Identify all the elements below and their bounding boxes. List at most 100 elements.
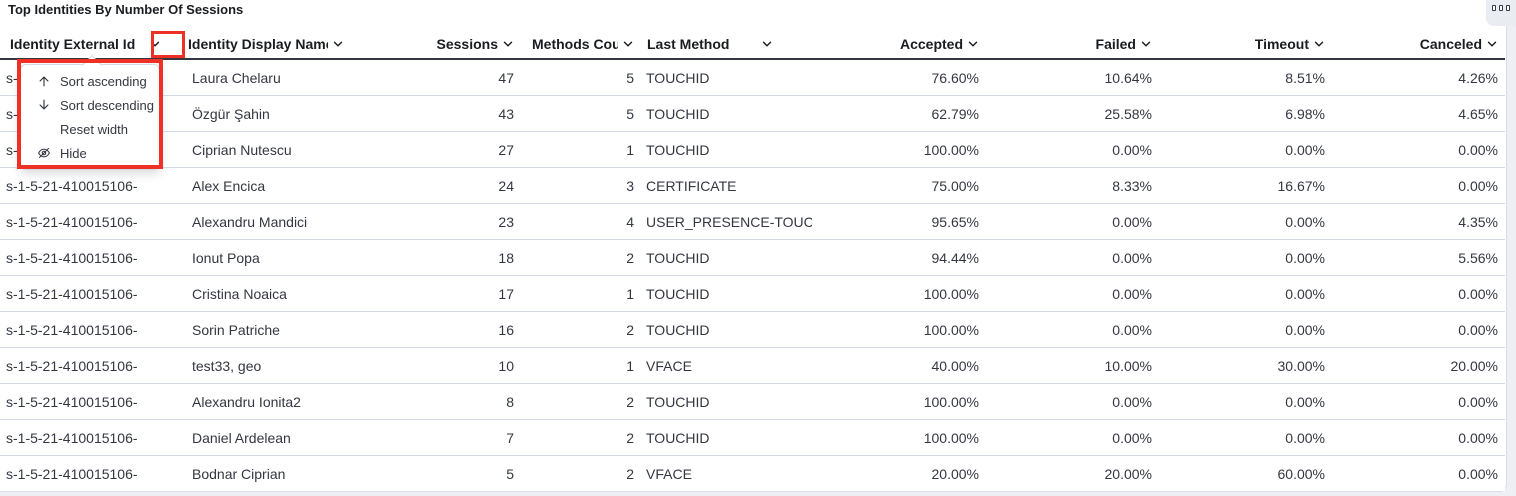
cell-methods_count: 2 [626,321,634,338]
sort-chevron-icon[interactable] [1140,38,1152,50]
cell-sessions: 16 [498,321,514,338]
cell-identity_display_name: Alexandru Ionita2 [192,393,301,410]
cell-last_method: TOUCHID [646,249,710,266]
cell-timeout: 0.00% [1285,285,1325,302]
cell-canceled: 4.26% [1458,69,1498,86]
cell-accepted: 95.65% [931,213,979,230]
cell-failed: 20.00% [1104,465,1152,482]
cell-identity_external_id: s-1-5-21-410015106- [6,429,138,446]
sort-chevron-icon[interactable] [761,38,773,50]
sort-chevron-icon[interactable] [1313,38,1325,50]
cell-identity_external_id: s-1-5-21-410015106- [6,213,138,230]
cell-canceled: 0.00% [1458,321,1498,338]
sort-chevron-icon[interactable] [502,38,514,50]
cell-accepted: 100.00% [923,393,979,410]
cell-failed: 0.00% [1112,213,1152,230]
column-header-identity_display_name[interactable]: Identity Display Name [186,30,370,58]
column-header-label: Sessions [436,36,498,52]
cell-last_method: VFACE [646,465,692,482]
menu-item-label: Hide [60,145,87,161]
cell-failed: 8.33% [1112,177,1152,194]
cell-last_method: TOUCHID [646,321,710,338]
column-header-label: Accepted [899,36,963,52]
cell-canceled: 0.00% [1458,393,1498,410]
cell-sessions: 8 [506,393,514,410]
cell-timeout: 8.51% [1285,69,1325,86]
cell-sessions: 17 [498,285,514,302]
cell-timeout: 6.98% [1285,105,1325,122]
cell-sessions: 47 [498,69,514,86]
column-header-timeout[interactable]: Timeout [1158,30,1331,58]
cell-canceled: 0.00% [1458,465,1498,482]
cell-sessions: 23 [498,213,514,230]
cell-canceled: 20.00% [1450,357,1498,374]
cell-timeout: 0.00% [1285,393,1325,410]
cell-timeout: 0.00% [1285,321,1325,338]
column-header-methods_count[interactable]: Methods Count [520,30,640,58]
cell-methods_count: 1 [626,357,634,374]
cell-sessions: 43 [498,105,514,122]
column-header-label: Identity Display Name [188,36,328,52]
cell-methods_count: 1 [626,141,634,158]
cell-canceled: 0.00% [1458,177,1498,194]
cell-identity_external_id: s-1-5-21-410015106- [6,465,138,482]
column-header-identity_external_id[interactable]: Identity External Id [0,30,186,58]
menu-item-label: Reset width [60,121,128,137]
column-header-failed[interactable]: Failed [985,30,1158,58]
sort-chevron-icon[interactable] [1486,38,1498,50]
sort-chevron-icon[interactable] [622,38,634,50]
sort-chevron-icon[interactable] [149,38,161,50]
menu-item-sort-ascending[interactable]: Sort ascending [21,69,159,93]
column-header-canceled[interactable]: Canceled [1331,30,1504,58]
cell-failed: 0.00% [1112,429,1152,446]
cell-last_method: CERTIFICATE [646,177,737,194]
menu-item-reset-width[interactable]: Reset width [21,117,159,141]
cell-canceled: 4.35% [1458,213,1498,230]
menu-item-hide[interactable]: Hide [21,141,159,165]
cell-methods_count: 2 [626,465,634,482]
column-header-sessions[interactable]: Sessions [370,30,520,58]
table-row: s-1-5-21-410015106- Daniel Ardelean 7 2 TOUC… [0,420,1505,456]
three-squares-icon [1499,5,1503,11]
cell-failed: 0.00% [1112,393,1152,410]
cell-methods_count: 3 [626,177,634,194]
column-header-label: Identity External Id [10,36,136,52]
cell-failed: 0.00% [1112,321,1152,338]
cell-identity_external_id: s-1-5-21-410015106- [6,177,138,194]
cell-identity_external_id: s-1-5-21-410015106- [6,321,138,338]
arrow-down-icon [36,98,52,112]
cell-methods_count: 2 [626,429,634,446]
cell-last_method: TOUCHID [646,285,710,302]
cell-sessions: 18 [498,249,514,266]
cell-identity_display_name: Alexandru Mandici [192,213,308,230]
cell-canceled: 0.00% [1458,285,1498,302]
cell-methods_count: 5 [626,105,634,122]
cell-timeout: 16.67% [1277,177,1325,194]
cell-accepted: 100.00% [923,285,979,302]
cell-failed: 0.00% [1112,285,1152,302]
table-row: s-1-5-21-410015106- Bodnar Ciprian 5 2 VFACE… [0,456,1505,491]
cell-accepted: 100.00% [923,429,979,446]
table-row: s-1-5-21-410015106- Sorin Patriche 16 2 TOUC… [0,312,1505,348]
cell-canceled: 0.00% [1458,141,1498,158]
cell-identity_display_name: Alex Encica [192,177,266,194]
column-header-accepted[interactable]: Accepted [812,30,985,58]
cell-last_method: TOUCHID [646,105,710,122]
eye-slash-icon [36,146,52,160]
cell-failed: 10.00% [1104,357,1152,374]
panel-options-button[interactable] [1486,0,1516,26]
panel-title: Top Identities By Number Of Sessions [8,2,244,17]
cell-last_method: TOUCHID [646,69,710,86]
cell-methods_count: 5 [626,69,634,86]
sort-chevron-icon[interactable] [967,38,979,50]
sort-chevron-icon[interactable] [332,38,344,50]
cell-sessions: 7 [506,429,514,446]
table-row: s-1-5-21-410015106- Cristina Noaica 17 1 TOU… [0,276,1505,312]
cell-accepted: 75.00% [931,177,979,194]
cell-sessions: 10 [498,357,514,374]
column-header-last_method[interactable]: Last Method [640,30,812,58]
cell-timeout: 30.00% [1277,357,1325,374]
menu-item-sort-descending[interactable]: Sort descending [21,93,159,117]
column-header-label: Methods Count [532,36,618,52]
